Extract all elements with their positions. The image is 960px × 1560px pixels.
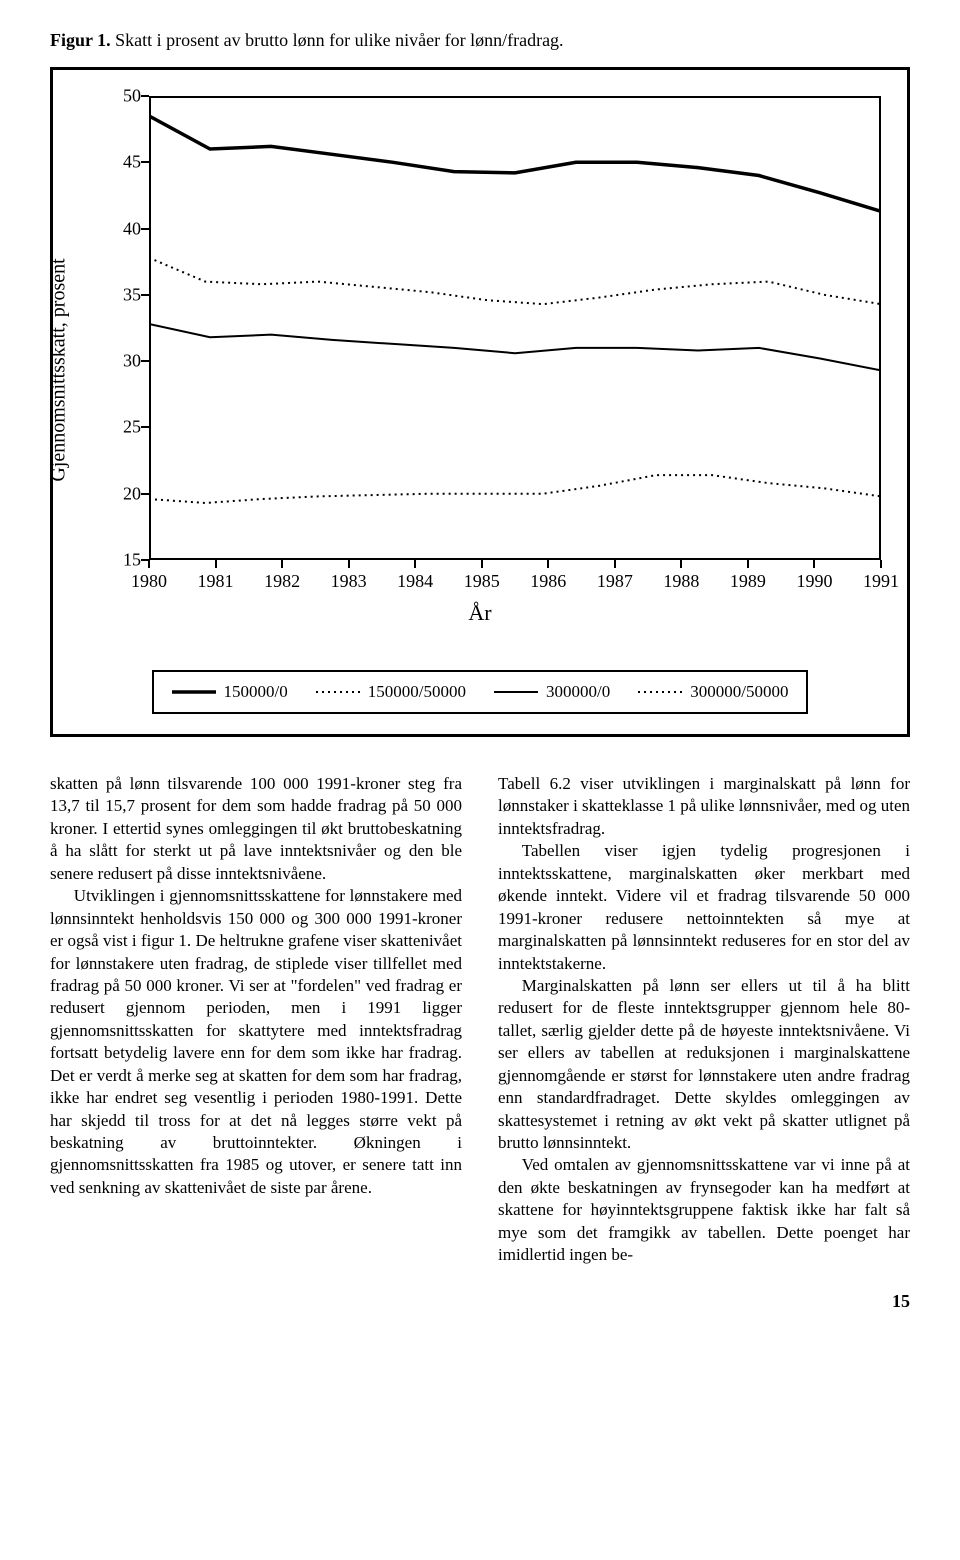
y-tick-label: 50 bbox=[69, 86, 141, 107]
legend-item: 300000/0 bbox=[494, 682, 610, 702]
y-tick-mark bbox=[141, 228, 149, 230]
y-tick-mark bbox=[141, 294, 149, 296]
legend-label: 150000/50000 bbox=[368, 682, 466, 702]
y-tick-label: 20 bbox=[69, 483, 141, 504]
x-tick-mark bbox=[281, 560, 283, 568]
x-tick-label: 1980 bbox=[131, 571, 167, 592]
y-tick-mark bbox=[141, 360, 149, 362]
y-tick-label: 45 bbox=[69, 152, 141, 173]
x-tick-label: 1991 bbox=[863, 571, 899, 592]
x-tick-mark bbox=[880, 560, 882, 568]
x-tick-label: 1981 bbox=[198, 571, 234, 592]
y-tick-mark bbox=[141, 493, 149, 495]
figure-caption: Skatt i prosent av brutto lønn for ulike… bbox=[115, 30, 563, 50]
legend-swatch bbox=[494, 682, 538, 702]
x-tick-label: 1984 bbox=[397, 571, 433, 592]
legend-item: 150000/50000 bbox=[316, 682, 466, 702]
column-right: Tabell 6.2 viser utviklingen i marginals… bbox=[498, 773, 910, 1267]
paragraph: Ved omtalen av gjennomsnittsskattene var… bbox=[498, 1154, 910, 1266]
series-line bbox=[149, 475, 881, 503]
legend-label: 300000/0 bbox=[546, 682, 610, 702]
chart-area: Gjennomsnittsskatt, prosent År 152025303… bbox=[69, 90, 891, 650]
x-tick-label: 1985 bbox=[464, 571, 500, 592]
x-axis-label: År bbox=[468, 600, 491, 626]
x-tick-label: 1986 bbox=[530, 571, 566, 592]
legend-swatch bbox=[316, 682, 360, 702]
column-left: skatten på lønn tilsvarende 100 000 1991… bbox=[50, 773, 462, 1267]
y-tick-label: 30 bbox=[69, 351, 141, 372]
legend: 150000/0 150000/50000 300000/0 300000/50000 bbox=[152, 670, 809, 714]
y-tick-label: 15 bbox=[69, 550, 141, 571]
x-tick-mark bbox=[148, 560, 150, 568]
y-tick-label: 40 bbox=[69, 218, 141, 239]
x-tick-mark bbox=[547, 560, 549, 568]
legend-label: 150000/0 bbox=[224, 682, 288, 702]
x-tick-mark bbox=[813, 560, 815, 568]
y-tick-label: 25 bbox=[69, 417, 141, 438]
y-tick-mark bbox=[141, 426, 149, 428]
series-line bbox=[149, 258, 881, 304]
chart-lines bbox=[149, 96, 881, 560]
x-tick-mark bbox=[348, 560, 350, 568]
x-tick-mark bbox=[747, 560, 749, 568]
x-tick-label: 1987 bbox=[597, 571, 633, 592]
paragraph: Tabell 6.2 viser utviklingen i marginals… bbox=[498, 773, 910, 840]
x-tick-mark bbox=[614, 560, 616, 568]
page-number: 15 bbox=[50, 1291, 910, 1312]
x-tick-label: 1982 bbox=[264, 571, 300, 592]
x-tick-mark bbox=[215, 560, 217, 568]
chart-panel: Gjennomsnittsskatt, prosent År 15 20 25 30 3… bbox=[50, 67, 910, 737]
legend-swatch bbox=[172, 682, 216, 702]
x-tick-label: 1988 bbox=[663, 571, 699, 592]
figure-title: Figur 1. Skatt i prosent av brutto lønn … bbox=[50, 30, 910, 51]
x-tick-label: 1990 bbox=[796, 571, 832, 592]
x-tick-label: 1983 bbox=[331, 571, 367, 592]
legend-item: 150000/0 bbox=[172, 682, 288, 702]
x-tick-mark bbox=[414, 560, 416, 568]
y-tick-mark bbox=[141, 161, 149, 163]
x-tick-label: 1989 bbox=[730, 571, 766, 592]
series-line bbox=[149, 116, 881, 211]
y-tick-mark bbox=[141, 95, 149, 97]
paragraph: Utviklingen i gjennomsnittsskattene for … bbox=[50, 885, 462, 1199]
figure-label: Figur 1. bbox=[50, 30, 111, 50]
paragraph: skatten på lønn tilsvarende 100 000 1991… bbox=[50, 773, 462, 885]
paragraph: Tabellen viser igjen tydelig progresjone… bbox=[498, 840, 910, 975]
paragraph: Marginalskatten på lønn ser ellers ut ti… bbox=[498, 975, 910, 1155]
x-tick-mark bbox=[481, 560, 483, 568]
legend-swatch bbox=[638, 682, 682, 702]
y-tick-label: 35 bbox=[69, 284, 141, 305]
x-tick-mark bbox=[680, 560, 682, 568]
series-line bbox=[149, 324, 881, 370]
body-columns: skatten på lønn tilsvarende 100 000 1991… bbox=[50, 773, 910, 1267]
legend-label: 300000/50000 bbox=[690, 682, 788, 702]
legend-item: 300000/50000 bbox=[638, 682, 788, 702]
y-axis-label: Gjennomsnittsskatt, prosent bbox=[48, 258, 71, 481]
